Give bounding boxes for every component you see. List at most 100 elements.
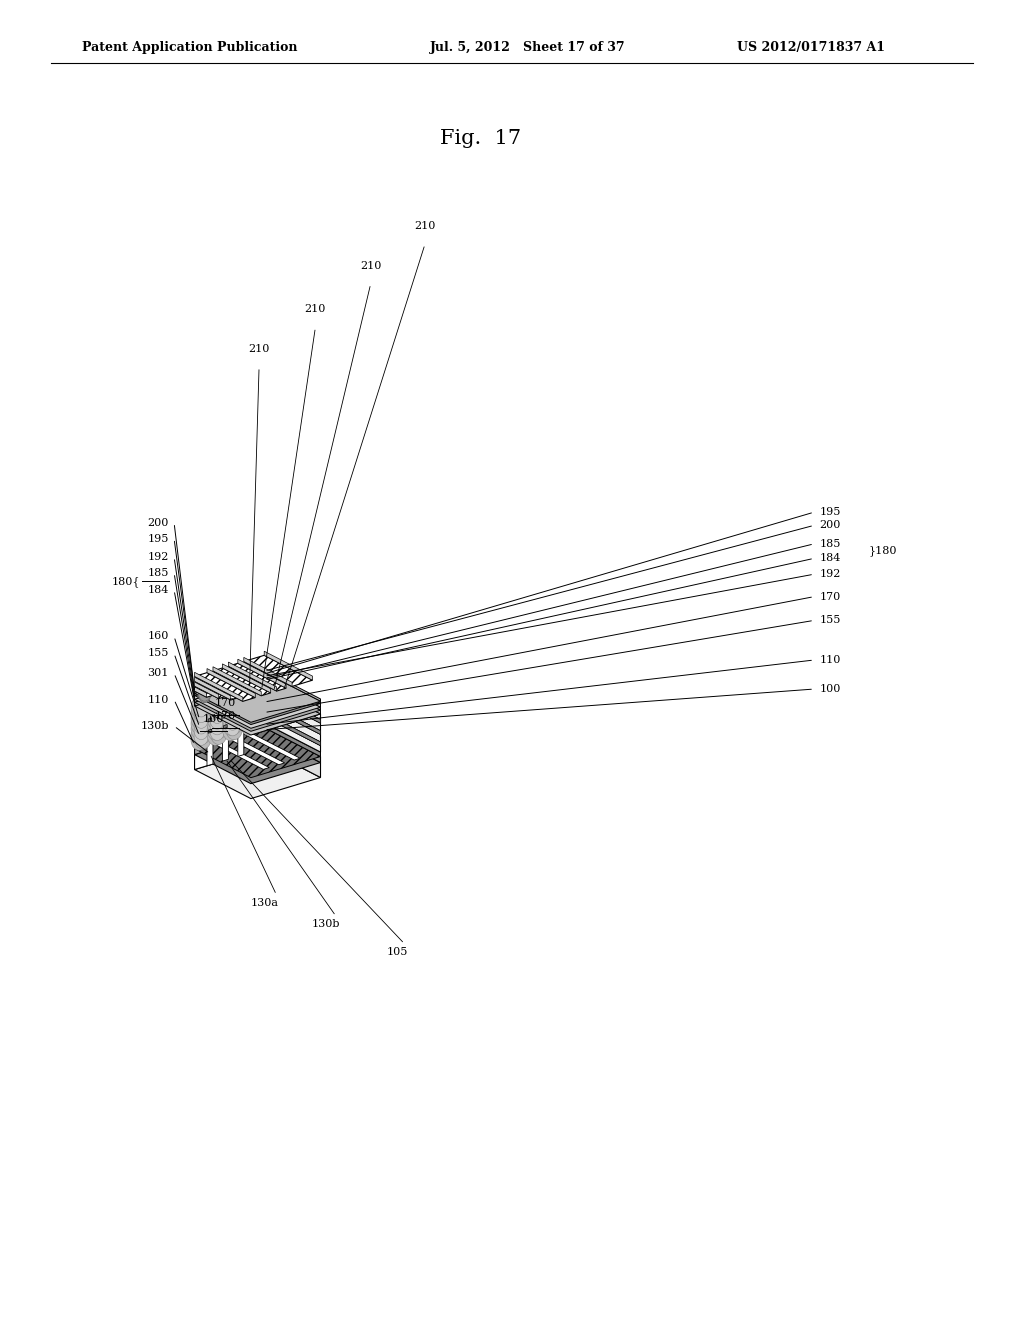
Circle shape: [211, 713, 227, 734]
Circle shape: [241, 714, 257, 735]
Circle shape: [195, 701, 211, 722]
Circle shape: [225, 694, 240, 713]
Circle shape: [211, 692, 227, 713]
Polygon shape: [195, 672, 264, 696]
Circle shape: [207, 709, 223, 730]
Circle shape: [222, 714, 239, 735]
Polygon shape: [195, 727, 264, 755]
Polygon shape: [264, 734, 321, 777]
Polygon shape: [228, 663, 276, 692]
Circle shape: [211, 718, 227, 739]
Circle shape: [195, 696, 211, 717]
Polygon shape: [195, 673, 255, 701]
Circle shape: [241, 709, 257, 730]
Circle shape: [207, 719, 223, 741]
Text: 170: 170: [819, 591, 841, 602]
Circle shape: [210, 693, 224, 711]
Circle shape: [246, 689, 260, 708]
Circle shape: [190, 718, 207, 739]
Circle shape: [225, 689, 240, 708]
Circle shape: [225, 717, 240, 735]
Circle shape: [226, 713, 243, 734]
Circle shape: [210, 700, 224, 718]
Polygon shape: [222, 734, 285, 764]
Polygon shape: [228, 672, 253, 688]
Polygon shape: [264, 681, 321, 714]
Circle shape: [210, 710, 224, 729]
Polygon shape: [238, 729, 244, 756]
Text: 100: 100: [819, 684, 841, 694]
Circle shape: [195, 717, 211, 738]
Polygon shape: [264, 690, 321, 723]
Circle shape: [222, 698, 239, 719]
Polygon shape: [213, 667, 261, 696]
Circle shape: [228, 677, 241, 693]
Circle shape: [190, 708, 207, 729]
Polygon shape: [213, 672, 249, 694]
Polygon shape: [264, 723, 321, 756]
Polygon shape: [244, 665, 264, 676]
Circle shape: [225, 701, 240, 719]
Circle shape: [190, 702, 207, 723]
Circle shape: [190, 713, 207, 734]
Circle shape: [207, 692, 223, 713]
Polygon shape: [208, 706, 212, 711]
Polygon shape: [264, 656, 300, 678]
Polygon shape: [208, 718, 212, 722]
Circle shape: [195, 721, 209, 739]
Polygon shape: [195, 684, 207, 692]
Circle shape: [226, 692, 243, 713]
Polygon shape: [195, 734, 264, 770]
Polygon shape: [238, 664, 274, 686]
Text: Fig.  17: Fig. 17: [440, 129, 521, 148]
Polygon shape: [244, 667, 268, 684]
Polygon shape: [264, 675, 321, 708]
Polygon shape: [264, 685, 321, 752]
Text: 184: 184: [147, 585, 169, 595]
Polygon shape: [207, 739, 269, 770]
Polygon shape: [264, 713, 321, 746]
Circle shape: [247, 685, 263, 706]
Text: 170: 170: [215, 710, 236, 721]
Polygon shape: [238, 729, 300, 760]
Text: 130b: 130b: [140, 721, 169, 731]
Circle shape: [222, 719, 239, 741]
Circle shape: [222, 709, 239, 730]
Text: 200: 200: [819, 520, 841, 531]
Circle shape: [246, 706, 260, 725]
Circle shape: [241, 704, 257, 725]
Polygon shape: [213, 668, 270, 696]
Polygon shape: [213, 673, 259, 694]
Polygon shape: [195, 685, 321, 735]
Polygon shape: [264, 727, 321, 763]
Polygon shape: [244, 685, 263, 729]
Polygon shape: [213, 697, 279, 730]
Circle shape: [226, 686, 243, 708]
Polygon shape: [264, 672, 321, 704]
Text: 110: 110: [819, 655, 841, 665]
Polygon shape: [195, 678, 321, 729]
Circle shape: [241, 693, 257, 714]
Circle shape: [226, 708, 243, 729]
Polygon shape: [228, 673, 262, 688]
Polygon shape: [213, 697, 222, 739]
Circle shape: [211, 702, 227, 723]
Polygon shape: [264, 661, 289, 677]
Text: 301: 301: [147, 668, 169, 678]
Circle shape: [199, 685, 211, 701]
Polygon shape: [207, 739, 213, 766]
Circle shape: [211, 723, 227, 744]
Circle shape: [247, 690, 263, 711]
Text: Jul. 5, 2012   Sheet 17 of 37: Jul. 5, 2012 Sheet 17 of 37: [430, 41, 626, 54]
Text: 155: 155: [819, 615, 841, 626]
Polygon shape: [222, 678, 234, 689]
Circle shape: [213, 681, 225, 697]
Circle shape: [247, 680, 263, 701]
Polygon shape: [264, 702, 321, 734]
Polygon shape: [228, 664, 286, 692]
Circle shape: [207, 697, 223, 718]
Text: 192: 192: [147, 552, 169, 562]
Circle shape: [225, 711, 240, 730]
Polygon shape: [195, 675, 321, 725]
Text: 192: 192: [819, 569, 841, 579]
